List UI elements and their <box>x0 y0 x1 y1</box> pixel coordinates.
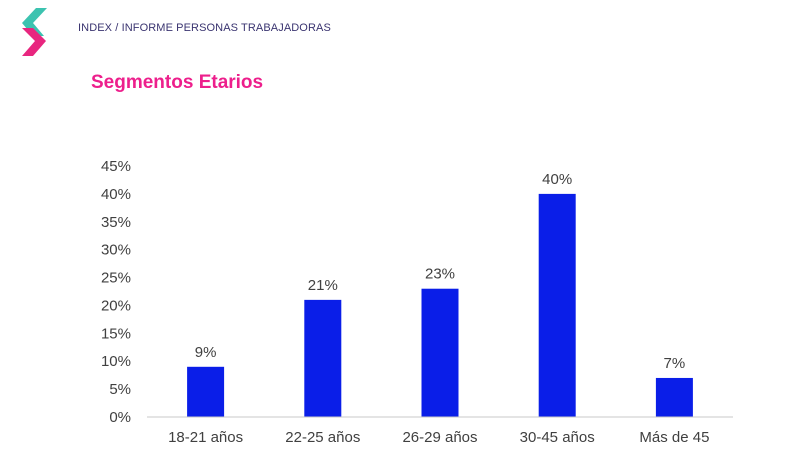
y-tick-label: 10% <box>101 353 131 370</box>
x-tick-label: 22-25 años <box>285 429 360 446</box>
bars <box>187 193 693 417</box>
y-tick-label: 15% <box>101 325 131 342</box>
bar <box>538 193 576 417</box>
bar-value-label: 40% <box>542 171 572 188</box>
bar <box>421 288 459 417</box>
bar-value-label: 21% <box>308 277 338 294</box>
y-axis-tick-labels: 0% 5% 10% 15% 20% 25% 30% 35% 40% 45% <box>101 158 131 426</box>
x-tick-label: 26-29 años <box>402 429 477 446</box>
y-tick-label: 30% <box>101 242 131 259</box>
x-tick-label: Más de 45 <box>639 429 709 446</box>
bar <box>655 377 693 417</box>
section-title: Segmentos Etarios <box>91 72 264 93</box>
x-tick-label: 18-21 años <box>168 429 243 446</box>
y-tick-label: 5% <box>109 381 131 398</box>
y-tick-label: 45% <box>101 158 131 175</box>
bar <box>187 366 225 417</box>
bar-value-label: 23% <box>425 266 455 283</box>
y-tick-label: 35% <box>101 214 131 231</box>
x-tick-label: 30-45 años <box>520 429 595 446</box>
bar-value-label: 7% <box>664 355 686 372</box>
logo-pink-chevron <box>22 28 46 56</box>
bar-data-labels: 9% 21% 23% 40% 7% <box>195 171 685 372</box>
y-tick-label: 20% <box>101 297 131 314</box>
bar <box>304 299 342 417</box>
y-tick-label: 0% <box>109 409 131 426</box>
company-logo <box>22 8 47 56</box>
y-tick-label: 40% <box>101 186 131 203</box>
bar-value-label: 9% <box>195 344 217 361</box>
breadcrumb: INDEX / INFORME PERSONAS TRABAJADORAS <box>78 22 331 34</box>
y-tick-label: 25% <box>101 270 131 287</box>
x-axis-tick-labels: 18-21 años 22-25 años 26-29 años 30-45 años… <box>168 429 709 446</box>
